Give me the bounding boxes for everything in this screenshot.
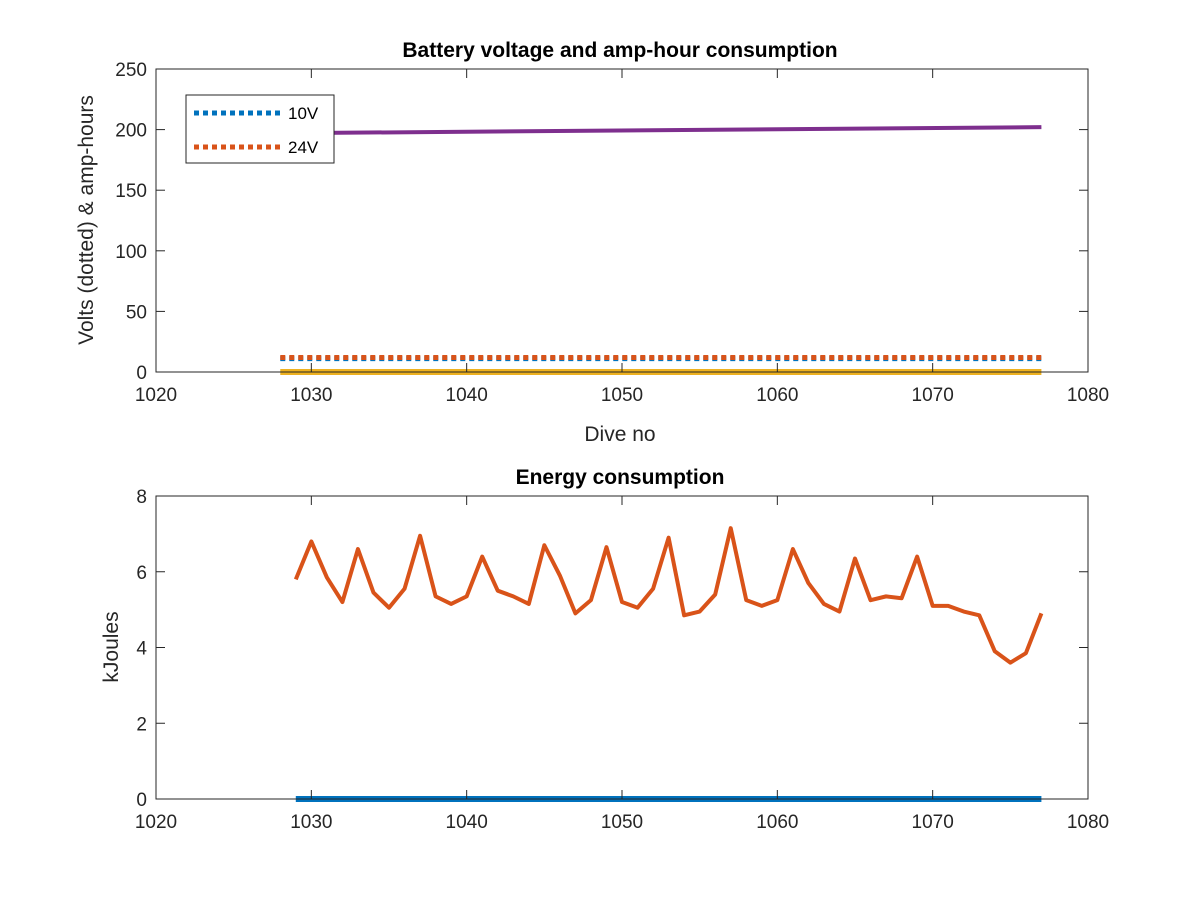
energy-x-tick-label: 1070 — [912, 812, 954, 833]
voltage-x-tick-label: 1040 — [446, 385, 488, 406]
energy-x-ticks: 1020 1030 1040 1050 1060 1070 1080 — [135, 496, 1109, 833]
voltage-y-ticks: 0 50 100 150 200 250 — [115, 60, 1088, 384]
energy-x-tick-label: 1060 — [756, 812, 798, 833]
energy-y-axis-label: kJoules — [100, 611, 123, 682]
voltage-subplot: Battery voltage and amp-hour consumption… — [75, 39, 1109, 446]
voltage-x-tick-label: 1020 — [135, 385, 177, 406]
voltage-y-tick-label: 200 — [115, 121, 147, 142]
energy-y-tick-label: 0 — [136, 790, 147, 811]
energy-y-tick-label: 6 — [136, 563, 147, 584]
energy-y-ticks: 0 2 4 6 8 — [136, 487, 1088, 811]
energy-x-tick-label: 1050 — [601, 812, 643, 833]
voltage-series-line-3 — [280, 125, 1042, 136]
voltage-y-tick-label: 100 — [115, 242, 147, 263]
voltage-y-tick-label: 50 — [126, 302, 147, 323]
energy-x-tick-label: 1080 — [1067, 812, 1109, 833]
energy-x-tick-label: 1040 — [446, 812, 488, 833]
energy-y-tick-label: 2 — [136, 714, 147, 735]
energy-chart-title: Energy consumption — [516, 466, 725, 489]
energy-y-tick-label: 8 — [136, 487, 147, 508]
energy-y-tick-label: 4 — [136, 639, 147, 660]
legend-24v-label: 24V — [288, 138, 319, 157]
voltage-x-tick-label: 1070 — [912, 385, 954, 406]
voltage-x-tick-label: 1050 — [601, 385, 643, 406]
energy-subplot: Energy consumption 1020 1030 1040 1050 1060 1… — [100, 466, 1109, 833]
energy-x-tick-label: 1020 — [135, 812, 177, 833]
voltage-x-tick-label: 1080 — [1067, 385, 1109, 406]
legend-10v-label: 10V — [288, 104, 319, 123]
voltage-y-tick-label: 250 — [115, 60, 147, 81]
voltage-y-tick-label: 0 — [136, 363, 147, 384]
voltage-y-axis-label: Volts (dotted) & amp-hours — [75, 95, 98, 345]
voltage-x-tick-label: 1030 — [290, 385, 332, 406]
voltage-x-tick-label: 1060 — [756, 385, 798, 406]
voltage-legend: 10V 24V — [185, 94, 335, 164]
energy-series-line-1 — [293, 526, 1044, 665]
voltage-x-axis-label: Dive no — [584, 423, 655, 446]
energy-x-tick-label: 1030 — [290, 812, 332, 833]
voltage-chart-title: Battery voltage and amp-hour consumption — [402, 39, 837, 62]
voltage-x-ticks: 1020 1030 1040 1050 1060 1070 1080 — [135, 69, 1109, 406]
legend-box — [185, 94, 335, 164]
voltage-y-tick-label: 150 — [115, 181, 147, 202]
